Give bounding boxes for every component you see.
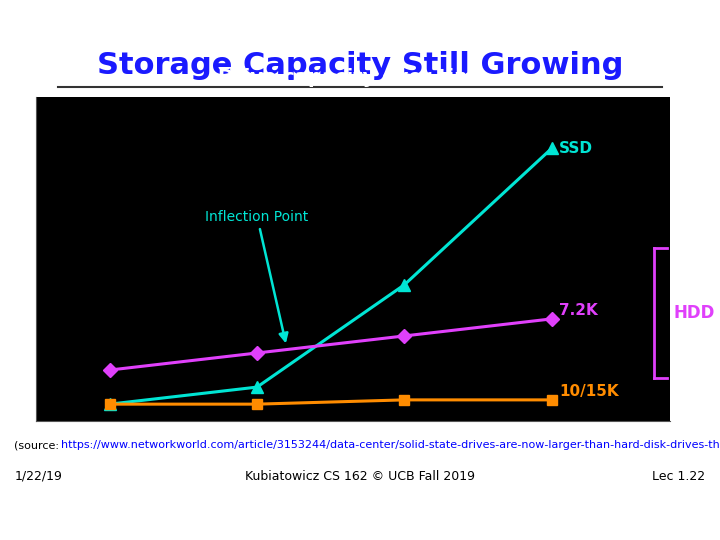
Text: (source:: (source: <box>14 440 63 450</box>
Text: 7.2K: 7.2K <box>559 303 598 318</box>
Text: SSD: SSD <box>559 141 593 156</box>
Text: Storage Capacity Still Growing: Storage Capacity Still Growing <box>96 51 624 79</box>
Text: HDD: HDD <box>673 304 714 322</box>
Text: Lec 1.22: Lec 1.22 <box>652 470 706 483</box>
Text: 1/22/19: 1/22/19 <box>14 470 62 483</box>
Text: Kubiatowicz CS 162 © UCB Fall 2019: Kubiatowicz CS 162 © UCB Fall 2019 <box>245 470 475 483</box>
Y-axis label: Capacity (TB): Capacity (TB) <box>0 207 1 311</box>
Text: Inflection Point: Inflection Point <box>205 210 309 341</box>
Text: 10/15K: 10/15K <box>559 384 618 399</box>
Title: Drive capacity over time: Drive capacity over time <box>218 69 487 87</box>
Text: https://www.networkworld.com/article/3153244/data-center/solid-state-drives-are-: https://www.networkworld.com/article/315… <box>61 440 720 450</box>
